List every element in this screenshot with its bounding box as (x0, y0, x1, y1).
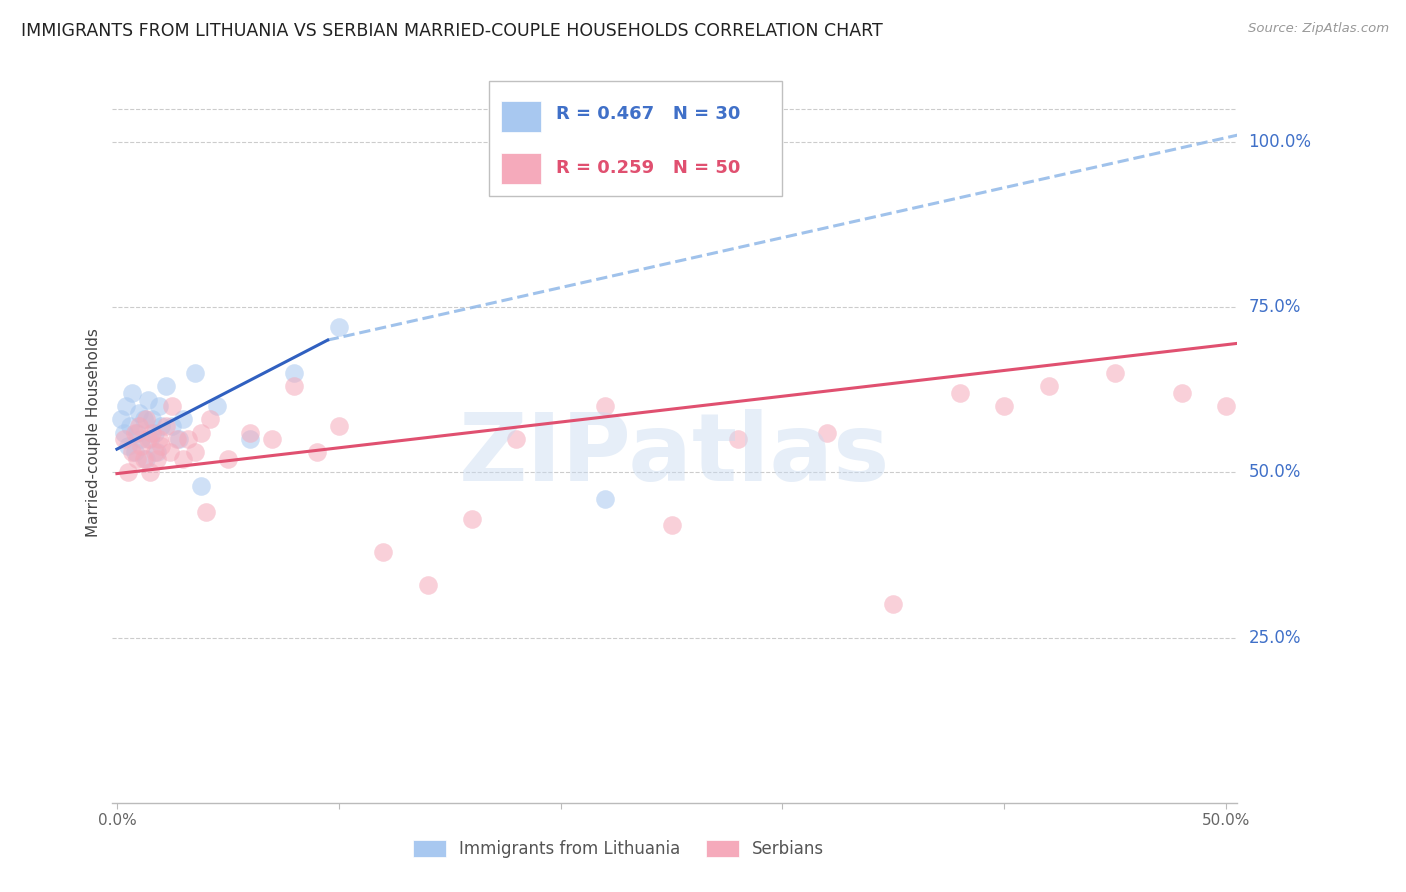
Point (112, 425, 135, 440)
Point (1171, 386, 1194, 401)
Point (121, 386, 143, 401)
Point (283, 366, 305, 380)
Point (146, 452, 169, 467)
Text: IMMIGRANTS FROM LITHUANIA VS SERBIAN MARRIED-COUPLE HOUSEHOLDS CORRELATION CHART: IMMIGRANTS FROM LITHUANIA VS SERBIAN MAR… (21, 22, 883, 40)
Point (239, 432, 262, 446)
Point (172, 412, 194, 426)
Point (125, 452, 148, 467)
Point (124, 445, 146, 459)
Point (112, 432, 135, 446)
Point (131, 432, 153, 446)
Point (120, 419, 142, 434)
Point (194, 505, 217, 519)
Point (328, 419, 350, 434)
Point (150, 419, 173, 434)
Point (1303, 386, 1326, 401)
Point (136, 432, 159, 446)
Point (283, 379, 305, 393)
Point (239, 425, 262, 440)
Point (198, 412, 221, 426)
Point (172, 452, 194, 467)
Point (373, 544, 395, 558)
Point (183, 445, 205, 459)
Point (141, 412, 163, 426)
Point (166, 432, 188, 446)
Point (993, 399, 1015, 413)
Point (135, 412, 157, 426)
Point (305, 445, 328, 459)
Point (143, 425, 166, 440)
Point (128, 419, 150, 434)
Point (1104, 366, 1126, 380)
Text: ZIPatlas: ZIPatlas (460, 409, 890, 500)
Point (949, 386, 972, 401)
Point (143, 445, 166, 459)
Point (139, 432, 162, 446)
Point (132, 452, 155, 467)
Point (162, 399, 184, 413)
Point (593, 491, 616, 506)
Text: Source: ZipAtlas.com: Source: ZipAtlas.com (1249, 22, 1389, 36)
Point (190, 425, 212, 440)
FancyBboxPatch shape (489, 81, 782, 195)
Point (205, 399, 228, 413)
Point (110, 412, 132, 426)
Point (114, 399, 136, 413)
Legend: Immigrants from Lithuania, Serbians: Immigrants from Lithuania, Serbians (406, 833, 831, 865)
Point (262, 432, 284, 446)
Text: R = 0.259   N = 50: R = 0.259 N = 50 (555, 159, 740, 177)
Point (183, 366, 205, 380)
Point (190, 478, 212, 492)
Point (177, 432, 200, 446)
Text: 75.0%: 75.0% (1249, 298, 1301, 316)
Point (162, 419, 184, 434)
FancyBboxPatch shape (501, 153, 541, 184)
Point (461, 511, 484, 525)
Point (121, 445, 143, 459)
Text: R = 0.467   N = 30: R = 0.467 N = 30 (555, 105, 740, 123)
Point (815, 425, 838, 440)
Point (146, 445, 169, 459)
Point (661, 518, 683, 533)
Text: 25.0%: 25.0% (1249, 629, 1301, 647)
Point (125, 425, 148, 440)
Point (128, 406, 150, 420)
Point (131, 439, 153, 453)
FancyBboxPatch shape (501, 101, 541, 132)
Point (135, 452, 157, 467)
Point (159, 445, 181, 459)
Point (124, 425, 146, 440)
Point (167, 432, 190, 446)
Point (882, 598, 904, 612)
Point (505, 432, 527, 446)
Point (727, 432, 749, 446)
Point (141, 425, 163, 440)
Point (1215, 399, 1237, 413)
Point (155, 419, 177, 434)
Point (150, 439, 173, 453)
Point (117, 439, 139, 453)
Point (593, 399, 616, 413)
Point (328, 319, 350, 334)
Point (1038, 379, 1060, 393)
Point (155, 379, 177, 393)
Y-axis label: Married-couple Households: Married-couple Households (86, 328, 101, 537)
Point (139, 465, 162, 479)
Point (132, 412, 155, 426)
Point (1348, 379, 1371, 393)
Point (148, 432, 170, 446)
Point (217, 452, 239, 467)
Point (416, 577, 439, 591)
Point (148, 399, 170, 413)
Point (1260, 677, 1282, 691)
Point (117, 465, 139, 479)
Text: 50.0%: 50.0% (1249, 463, 1301, 482)
Text: 100.0%: 100.0% (1249, 133, 1312, 151)
Point (136, 392, 159, 407)
